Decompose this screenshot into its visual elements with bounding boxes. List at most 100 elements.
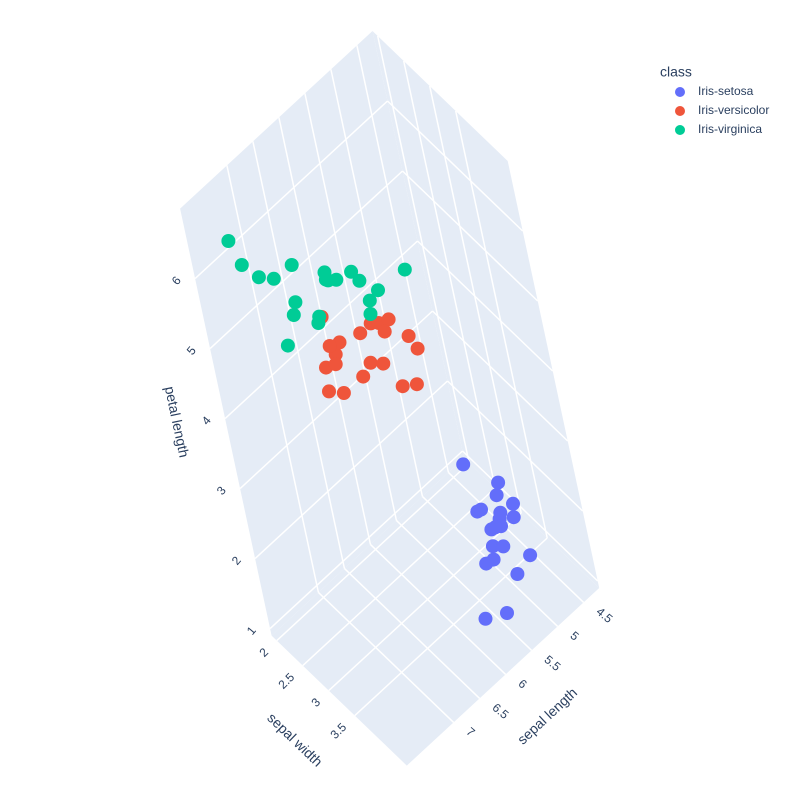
- point: [318, 272, 333, 287]
- point: [322, 339, 337, 353]
- grid-line: [269, 450, 464, 630]
- point: [352, 273, 367, 288]
- point: [376, 356, 391, 371]
- legend-label: Iris-virginica: [698, 122, 762, 136]
- point: [395, 379, 410, 394]
- grid-line: [278, 117, 372, 545]
- point: [336, 386, 351, 400]
- y-tick-label: 2: [257, 645, 272, 660]
- point: [485, 539, 500, 554]
- point: [456, 457, 471, 472]
- grid-line: [386, 100, 524, 232]
- point: [266, 271, 281, 286]
- grid-line: [447, 471, 585, 603]
- left-pane: [180, 31, 464, 636]
- point: [312, 309, 327, 324]
- point: [474, 502, 488, 517]
- point: [478, 611, 493, 626]
- grid-line: [343, 567, 481, 699]
- grid-line: [209, 170, 404, 350]
- y-tick-label: 3.5: [327, 720, 349, 742]
- legend-marker: [675, 125, 685, 135]
- floor-pane: [271, 458, 600, 766]
- point: [328, 357, 343, 372]
- legend-title: class: [660, 64, 692, 80]
- point: [523, 548, 538, 563]
- legend-marker: [675, 87, 685, 97]
- x-tick-label: 6: [516, 676, 530, 691]
- point: [409, 377, 424, 392]
- point: [371, 283, 385, 298]
- point: [363, 355, 378, 370]
- point: [479, 556, 494, 571]
- point: [377, 324, 392, 339]
- point: [397, 262, 412, 277]
- grid-line: [356, 45, 450, 473]
- point: [363, 307, 378, 321]
- legend-label: Iris-setosa: [698, 84, 754, 98]
- y-tick-label: 3: [309, 695, 324, 710]
- point: [234, 258, 249, 272]
- grid-line: [317, 591, 455, 723]
- grid-line: [401, 170, 539, 302]
- x-tick-label: 6.5: [490, 700, 512, 722]
- point: [362, 293, 377, 308]
- point: [491, 475, 506, 490]
- grid-line: [446, 380, 584, 512]
- point: [506, 510, 521, 525]
- point: [284, 258, 299, 272]
- point: [288, 295, 303, 310]
- point: [286, 308, 301, 322]
- point: [488, 520, 503, 535]
- x-axis-title: sepal length: [514, 684, 580, 747]
- x-tick-label: 5.5: [542, 652, 564, 674]
- z-tick-label: 2: [229, 553, 244, 567]
- grid-line: [369, 543, 507, 675]
- x-tick-label: 5: [568, 628, 582, 643]
- grid-line: [224, 240, 419, 420]
- grid-line: [226, 165, 320, 593]
- y-axis-title: sepal width: [264, 710, 326, 770]
- grid-line: [461, 450, 599, 582]
- y-tick-label: 2.5: [275, 670, 297, 692]
- z-tick-label: 3: [214, 483, 229, 497]
- z-tick-label: 4: [199, 413, 214, 427]
- point: [280, 338, 295, 353]
- point: [353, 326, 368, 341]
- point: [381, 312, 396, 327]
- grid-line: [252, 141, 346, 569]
- legend-marker: [675, 106, 685, 116]
- point: [493, 505, 508, 520]
- point: [322, 384, 336, 399]
- point: [410, 341, 425, 356]
- grid-line: [395, 519, 533, 651]
- legend-label: Iris-versicolor: [698, 103, 769, 117]
- grid-line: [330, 69, 424, 497]
- z-tick-label: 1: [244, 623, 259, 637]
- right-pane: [372, 31, 600, 588]
- grid-line: [254, 380, 449, 560]
- grid-line: [302, 487, 496, 667]
- grid-line: [304, 93, 398, 521]
- point: [356, 369, 371, 384]
- point: [496, 539, 511, 554]
- x-tick-label: 7: [464, 724, 478, 739]
- point: [344, 264, 359, 279]
- point: [489, 488, 504, 503]
- grid-line: [194, 100, 389, 280]
- grid-line: [431, 310, 569, 442]
- point: [500, 606, 514, 620]
- point: [506, 496, 520, 511]
- point: [251, 270, 266, 285]
- z-tick-label: 5: [184, 343, 199, 357]
- z-axis-title: petal length: [162, 385, 193, 459]
- z-tick-label: 6: [169, 273, 184, 287]
- grid-line: [416, 240, 554, 372]
- grid-line: [276, 462, 470, 642]
- grid-line: [239, 310, 434, 490]
- point: [401, 329, 416, 343]
- point: [510, 567, 525, 581]
- x-tick-label: 4.5: [594, 604, 616, 626]
